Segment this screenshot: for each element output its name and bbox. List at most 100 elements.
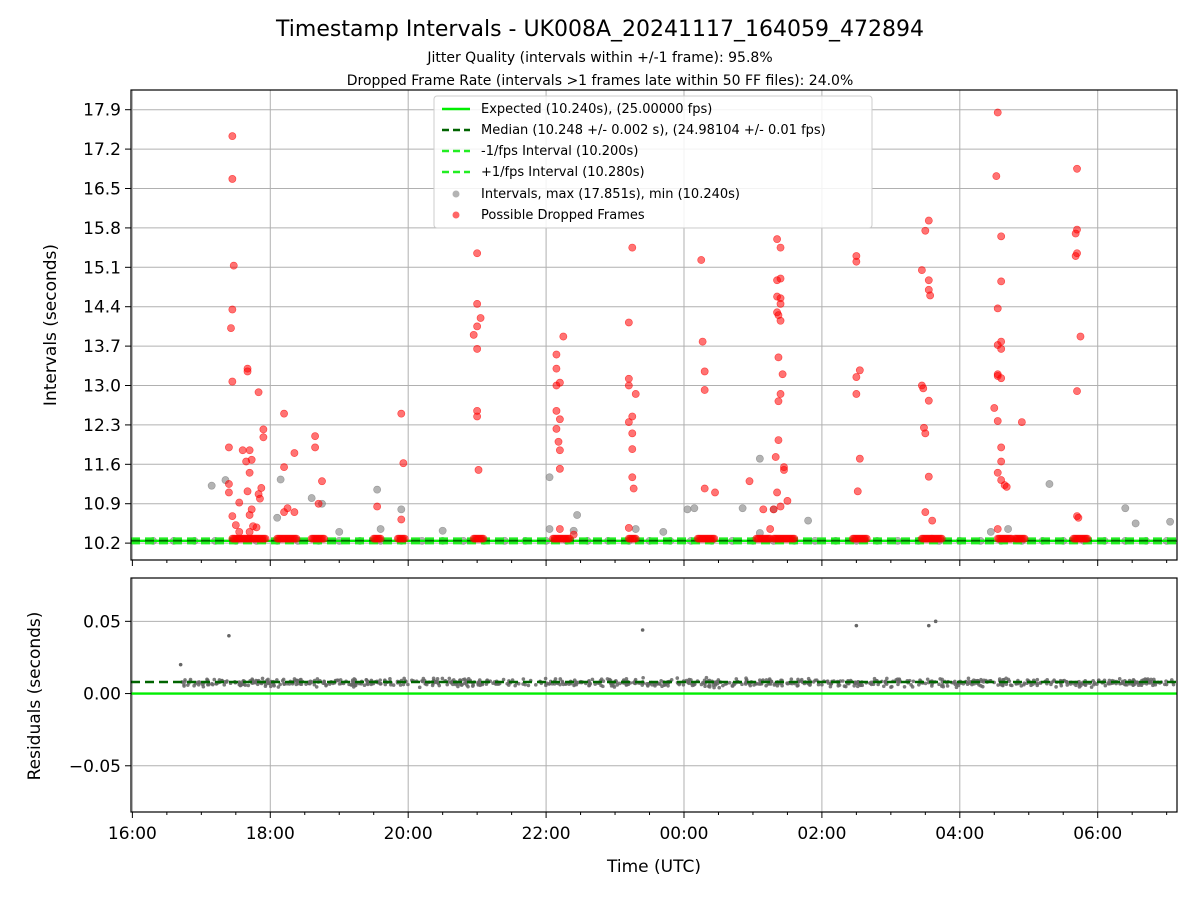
residual-point [1022,681,1027,685]
residual-point [910,685,915,689]
interval-point [335,527,344,536]
interval-point [397,505,406,514]
residual-point [294,682,299,687]
residual-point [1045,677,1050,682]
interval-point [276,475,285,484]
dropped-frame-point [711,488,719,497]
dropped-frame-point [1074,513,1083,522]
interval-point [738,504,747,513]
residual-point [979,684,983,688]
dropped-frame-point [771,453,780,461]
dropped-frame-point [1071,229,1080,238]
residual-point [780,683,784,688]
top-y-axis-label: Intervals (seconds) [41,244,61,406]
dropped-frame-point [473,299,482,308]
residual-point [640,683,645,687]
residual-point [911,679,916,684]
residual-point [1054,685,1058,689]
residual-point [925,677,930,682]
residual-point [402,676,406,681]
residual-point [953,679,957,684]
residual-point [930,682,934,686]
dropped-frame-point [628,429,637,438]
residual-point [406,682,410,687]
residual-point [421,676,426,681]
dropped-frame-point [245,446,254,455]
y-tick-label: 17.9 [83,101,121,121]
residual-point [659,679,663,683]
dropped-frame-point [990,404,999,412]
dropped-frame-point [919,384,928,393]
residual-point [451,682,455,687]
residual-point [599,677,604,681]
residual-point [624,676,629,681]
dropped-frame-point [552,381,561,390]
y-tick-label: 15.1 [83,258,121,278]
residual-point [420,679,425,684]
y-tick-label: 15.8 [83,219,121,239]
dropped-frame-point [776,243,785,252]
dropped-frame-point [917,266,926,275]
residual-point [276,685,281,689]
residual-point [362,683,367,687]
residual-point [464,678,468,683]
dropped-frame-point [228,512,237,520]
dropped-frame-point [311,443,320,452]
residual-point [183,678,187,682]
chart-subtitle-jitter: Jitter Quality (intervals within +/-1 fr… [426,50,772,66]
dropped-frame-point [745,477,754,486]
dropped-frame-point [700,484,709,493]
dropped-frame-point [997,457,1006,466]
dropped-frame-point [624,381,633,390]
interval-point [755,454,764,463]
residual-point [881,684,886,689]
dropped-frame-point [1020,534,1029,543]
residual-point [1125,683,1129,687]
residual-point [883,679,888,684]
dropped-frame-point [259,425,268,434]
residual-point [280,678,285,683]
residual-point [727,680,732,685]
legend-label-minus-interval: -1/fps Interval (10.200s) [481,144,638,159]
residual-point [764,678,769,682]
residual-point [558,677,563,681]
residual-point [902,684,907,689]
dropped-frame-point [774,436,783,445]
residual-point [1103,683,1108,688]
residual-point [246,683,251,688]
y-tick-label: 0.00 [83,685,121,705]
residual-point [1010,683,1014,688]
dropped-frame-point [926,291,935,300]
residual-point [769,679,774,684]
dropped-frame-point [993,108,1002,117]
residual-point [501,677,506,682]
axes-frame [130,577,1178,813]
x-tick-label: 18:00 [246,824,295,844]
residual-point [756,682,761,686]
y-tick-label: 10.2 [83,534,121,554]
dropped-frame-point [624,418,633,426]
residual-point [811,680,816,684]
dropped-frame-point [261,534,270,543]
residual-point [966,676,971,681]
residual-point [1035,677,1040,682]
residual-point [327,682,332,686]
residual-point [1077,681,1082,686]
dropped-frame-point [628,412,637,421]
dropped-frame-point [783,496,792,505]
residual-point [205,677,209,682]
residual-point [272,684,276,688]
residual-point [896,682,900,687]
dropped-frame-point [997,277,1006,286]
residual-point [858,683,863,688]
residual-point [210,682,215,687]
dropped-frame-point [397,409,406,418]
dropped-frame-point [238,446,247,455]
dropped-frame-point [229,261,238,270]
residual-point [212,677,217,682]
residual-axes: 0.05 0.00 −0.05 16:00 18:00 20:00 22:00 00:00 02… [69,577,1178,844]
interval-point [573,511,582,519]
residual-point [979,677,983,682]
residual-point [314,685,319,689]
dropped-frame-point [228,305,237,314]
